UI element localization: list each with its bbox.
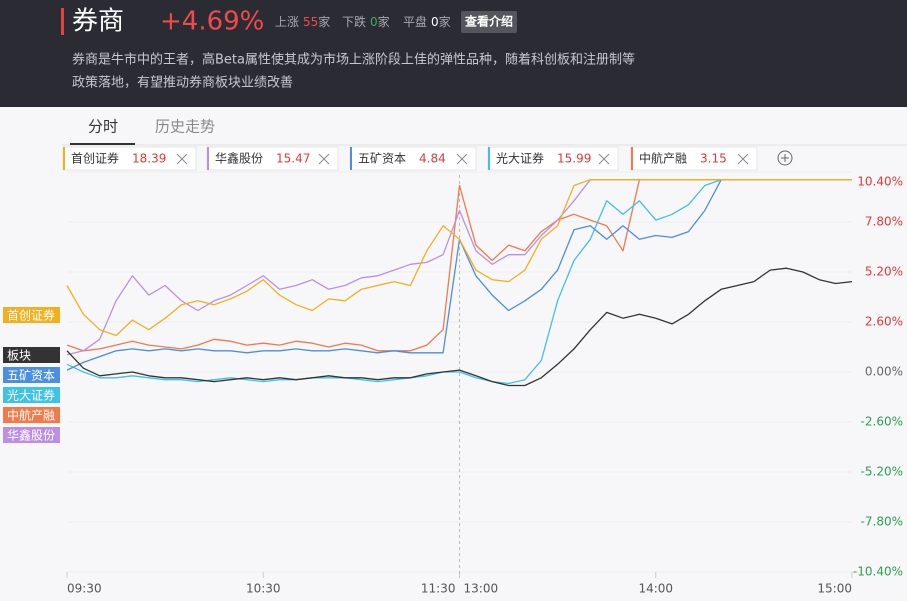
- chip-price: 3.15: [700, 152, 727, 166]
- chip-name: 首创证券: [71, 151, 119, 166]
- x-tick-label: 13:00: [464, 582, 499, 596]
- chip-name: 华鑫股份: [215, 151, 263, 166]
- add-button[interactable]: [777, 150, 793, 166]
- intro-button-label[interactable]: 查看介绍: [464, 14, 513, 29]
- chip-accent: [207, 147, 209, 170]
- series-line: [66, 267, 853, 387]
- chip-accent: [63, 147, 65, 170]
- chip-accent: [631, 147, 633, 170]
- chip-close[interactable]: [176, 153, 188, 165]
- series-tag: [3, 427, 60, 443]
- stat-unit: 家: [439, 14, 451, 29]
- tab[interactable]: 分时: [88, 118, 118, 136]
- stat: 上涨 55家: [275, 14, 330, 29]
- chip-price: 18.39: [132, 152, 166, 166]
- x-tick-label: 10:30: [246, 582, 281, 596]
- y-tick-label: 0.00%: [865, 365, 903, 379]
- y-tick-label: 10.40%: [857, 175, 903, 189]
- y-tick-label: 2.60%: [865, 315, 903, 329]
- title: 券商: [72, 7, 124, 37]
- y-tick-label: 5.20%: [865, 265, 903, 279]
- body-bg: [0, 107, 907, 601]
- series-tag-label: 首创证券: [7, 308, 55, 323]
- chip-name: 五矿资本: [358, 152, 406, 166]
- stat-label: 上涨: [275, 14, 299, 29]
- stat-count: 55: [303, 15, 318, 29]
- stat: 下跌 0家: [342, 14, 390, 29]
- chip-close[interactable]: [318, 153, 330, 165]
- series-tag: [3, 407, 60, 423]
- chip-name: 中航产融: [639, 151, 687, 166]
- series-tag: [3, 387, 60, 403]
- stat-label: 下跌: [342, 14, 366, 29]
- series-tag-label: 华鑫股份: [7, 428, 55, 443]
- chip-close[interactable]: [456, 153, 468, 165]
- chip-accent: [350, 147, 352, 170]
- series-tag-label: 中航产融: [7, 408, 55, 423]
- chip-close[interactable]: [598, 153, 610, 165]
- series-line: [66, 179, 852, 337]
- x-tick-label: 14:00: [638, 582, 673, 596]
- series-tag-label: 板块: [7, 349, 31, 363]
- stat-label: 平盘: [403, 14, 427, 29]
- y-tick-label: -2.60%: [861, 415, 903, 429]
- y-tick-label: -5.20%: [861, 465, 903, 479]
- stat-unit: 家: [318, 14, 330, 29]
- intro-button[interactable]: [461, 11, 517, 33]
- x-tick-label: 09:30: [67, 582, 102, 596]
- change: +4.69%: [160, 7, 264, 37]
- description: 券商是牛市中的王者，高Beta属性使其成为市场上涨阶段上佳的弹性品种，随着科创板…: [72, 52, 635, 68]
- stat-count: 0: [370, 15, 378, 29]
- x-tick-label: 15:00: [817, 582, 852, 596]
- description: 政策落地，有望推动券商板块业绩改善: [72, 75, 293, 91]
- series-tag-label: 五矿资本: [7, 369, 55, 383]
- chip-accent: [488, 147, 490, 170]
- stat: 平盘 0家: [403, 14, 451, 29]
- y-tick-label: -10.40%: [853, 565, 903, 579]
- add-circle[interactable]: [777, 150, 793, 166]
- chip-name: 光大证券: [496, 151, 544, 166]
- chip-price: 15.99: [557, 152, 591, 166]
- y-tick-label: 7.80%: [865, 215, 903, 229]
- y-tick-label: -7.80%: [861, 515, 903, 529]
- title-bar: [61, 8, 64, 35]
- series-tag: [3, 347, 60, 363]
- series-tag-label: 光大证券: [7, 388, 55, 403]
- chip-price: 4.84: [419, 152, 446, 166]
- tab[interactable]: 历史走势: [155, 118, 215, 136]
- header-bg: [0, 0, 907, 107]
- chip-price: 15.47: [276, 152, 310, 166]
- stat-unit: 家: [378, 14, 390, 29]
- series-tag: [3, 367, 60, 383]
- x-tick-label: 11:30: [421, 582, 456, 596]
- series-tag: [3, 307, 60, 323]
- chip-close[interactable]: [737, 153, 749, 165]
- stat-count: 0: [431, 15, 439, 29]
